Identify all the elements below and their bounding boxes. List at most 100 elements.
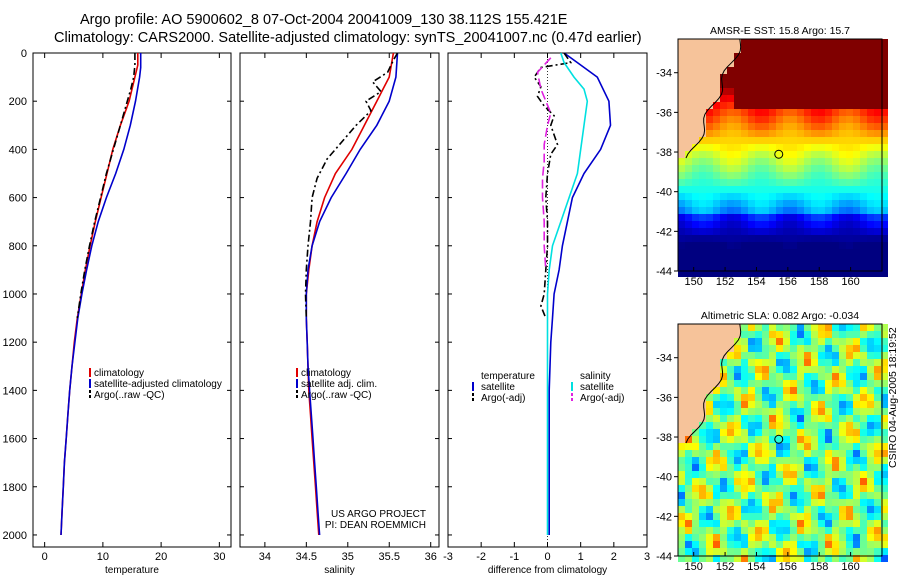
sla-map-cell xyxy=(804,408,811,415)
sst-map-cell xyxy=(832,123,839,130)
sst-map-cell xyxy=(776,137,783,144)
sst-map-cell xyxy=(874,207,881,214)
sla-map-cell xyxy=(811,366,818,373)
sst-map-cell xyxy=(804,67,811,74)
sst-map-cell xyxy=(734,256,741,263)
sst-map-cell xyxy=(762,95,769,102)
sla-map-cell xyxy=(811,478,818,485)
sla-map-cell xyxy=(867,436,874,443)
sst-map-cell xyxy=(881,214,888,221)
sla-map-cell xyxy=(734,450,741,457)
sla-map-cell xyxy=(811,548,818,555)
sst-map-cell xyxy=(825,193,832,200)
sla-map-cell xyxy=(748,338,755,345)
sla-map-cell xyxy=(790,394,797,401)
sst-map-cell xyxy=(811,235,818,242)
sla-map-cell xyxy=(741,506,748,513)
sst-map-cell xyxy=(734,102,741,109)
sla-map-cell xyxy=(748,464,755,471)
sla-map-cell xyxy=(811,324,818,331)
sst-map-cell xyxy=(734,242,741,249)
sst-map-cell xyxy=(839,263,846,270)
sst-map-cell xyxy=(860,109,867,116)
sla-map-cell xyxy=(748,471,755,478)
sst-map-cell xyxy=(734,235,741,242)
sst-map-cell xyxy=(762,235,769,242)
sla-map-cell xyxy=(734,443,741,450)
sst-map-cell xyxy=(825,53,832,60)
sst-map-cell xyxy=(881,46,888,53)
sla-map-cell xyxy=(860,527,867,534)
sla-map-cell xyxy=(811,506,818,513)
sla-map-cell xyxy=(685,555,692,562)
sla-map-cell xyxy=(853,548,860,555)
sla-map-cell xyxy=(790,541,797,548)
sst-map-cell xyxy=(685,123,692,130)
sst-map-cell xyxy=(846,158,853,165)
sst-map-cell xyxy=(713,81,720,88)
sst-map-cell xyxy=(846,95,853,102)
sla-map-cell xyxy=(713,478,720,485)
sla-map-cell xyxy=(783,373,790,380)
difference-panel-series-temperature-satellite xyxy=(548,52,612,535)
sst-map-cell xyxy=(804,39,811,46)
sla-map-cell xyxy=(741,527,748,534)
sla-map-cell xyxy=(720,457,727,464)
sst-map-cell xyxy=(692,46,699,53)
sla-map-cell xyxy=(762,464,769,471)
sla-map-cell xyxy=(678,485,685,492)
sst-map-cell xyxy=(769,109,776,116)
sla-map-cell xyxy=(734,366,741,373)
sst-map-cell xyxy=(776,200,783,207)
sla-map-cell xyxy=(790,436,797,443)
sst-map-cell xyxy=(818,102,825,109)
sst-map-cell xyxy=(734,179,741,186)
sst-map-cell xyxy=(846,249,853,256)
sla-map-cell xyxy=(783,541,790,548)
sla-map-cell xyxy=(678,527,685,534)
sla-map-cell xyxy=(734,457,741,464)
sst-map-cell xyxy=(797,130,804,137)
sst-map-cell xyxy=(720,67,727,74)
sla-map-cell xyxy=(727,499,734,506)
sst-map-cell xyxy=(860,81,867,88)
sst-map-cell xyxy=(811,144,818,151)
sla-map-cell xyxy=(741,359,748,366)
sst-map-cell xyxy=(776,242,783,249)
sla-map-cell xyxy=(692,457,699,464)
sla-map-cell xyxy=(818,492,825,499)
sst-map-cell xyxy=(769,39,776,46)
sla-map-cell xyxy=(720,429,727,436)
sst-map-cell xyxy=(720,53,727,60)
sst-map-cell xyxy=(734,39,741,46)
sst-map-cell xyxy=(825,144,832,151)
sst-map-cell xyxy=(874,186,881,193)
sla-map-xtick-label: 150 xyxy=(685,561,703,573)
sla-map-cell xyxy=(811,541,818,548)
sst-map-cell xyxy=(811,249,818,256)
sst-map-cell xyxy=(762,207,769,214)
sla-map-cell xyxy=(734,485,741,492)
sla-map-cell xyxy=(776,331,783,338)
sla-map-cell xyxy=(706,541,713,548)
sla-map-cell xyxy=(685,478,692,485)
sst-map-cell xyxy=(881,53,888,60)
temperature-panel-ytick-label: 200 xyxy=(9,96,27,108)
sla-map-cell xyxy=(769,471,776,478)
sst-map-cell xyxy=(685,109,692,116)
sst-map-cell xyxy=(699,214,706,221)
sst-map-cell xyxy=(741,228,748,235)
sst-map-cell xyxy=(699,179,706,186)
sla-map-cell xyxy=(678,471,685,478)
sst-map-cell xyxy=(692,263,699,270)
sla-map-cell xyxy=(853,380,860,387)
sst-map-cell xyxy=(867,60,874,67)
sla-map-cell xyxy=(825,401,832,408)
sla-map-cell xyxy=(713,457,720,464)
sla-map-cell xyxy=(804,555,811,562)
sst-map-cell xyxy=(762,186,769,193)
sla-map-cell xyxy=(797,450,804,457)
sst-map-cell xyxy=(853,263,860,270)
sla-map-cell xyxy=(755,548,762,555)
sst-map-cell xyxy=(699,116,706,123)
